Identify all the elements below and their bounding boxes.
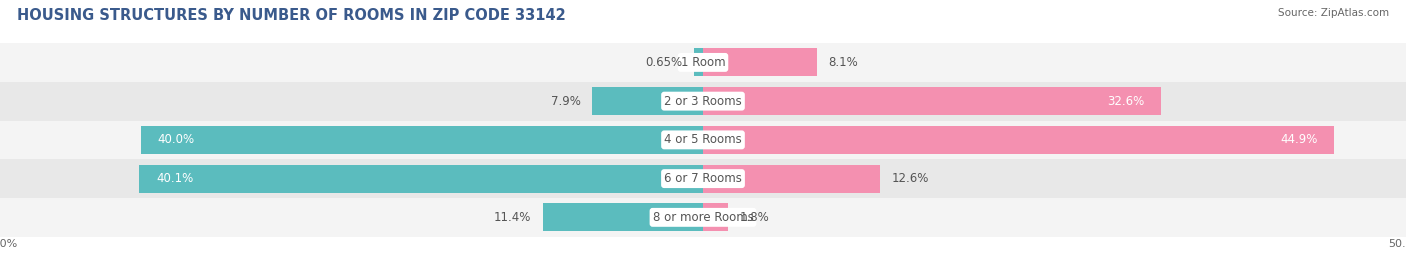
Text: HOUSING STRUCTURES BY NUMBER OF ROOMS IN ZIP CODE 33142: HOUSING STRUCTURES BY NUMBER OF ROOMS IN… xyxy=(17,8,565,23)
Bar xyxy=(139,165,703,193)
Text: 4 or 5 Rooms: 4 or 5 Rooms xyxy=(664,133,742,146)
Text: 44.9%: 44.9% xyxy=(1279,133,1317,146)
Bar xyxy=(592,87,703,115)
Text: 0.65%: 0.65% xyxy=(645,56,683,69)
Bar xyxy=(0,159,1406,198)
Bar xyxy=(703,126,1334,154)
Bar xyxy=(703,87,1161,115)
Text: 2 or 3 Rooms: 2 or 3 Rooms xyxy=(664,95,742,108)
Bar xyxy=(0,198,1406,237)
Bar xyxy=(0,121,1406,159)
Text: 7.9%: 7.9% xyxy=(551,95,581,108)
Text: 11.4%: 11.4% xyxy=(494,211,531,224)
Text: Source: ZipAtlas.com: Source: ZipAtlas.com xyxy=(1278,8,1389,18)
Text: 32.6%: 32.6% xyxy=(1108,95,1144,108)
Text: 1 Room: 1 Room xyxy=(681,56,725,69)
Text: 1.8%: 1.8% xyxy=(740,211,769,224)
Bar xyxy=(703,165,880,193)
Bar xyxy=(0,43,1406,82)
Text: 8.1%: 8.1% xyxy=(828,56,858,69)
Text: 6 or 7 Rooms: 6 or 7 Rooms xyxy=(664,172,742,185)
Bar xyxy=(141,126,703,154)
Text: 8 or more Rooms: 8 or more Rooms xyxy=(652,211,754,224)
Bar xyxy=(703,203,728,231)
Text: 40.0%: 40.0% xyxy=(157,133,194,146)
Text: 12.6%: 12.6% xyxy=(891,172,929,185)
Bar xyxy=(543,203,703,231)
Bar xyxy=(703,48,817,76)
Bar xyxy=(695,48,703,76)
Bar xyxy=(0,82,1406,121)
Text: 40.1%: 40.1% xyxy=(156,172,193,185)
